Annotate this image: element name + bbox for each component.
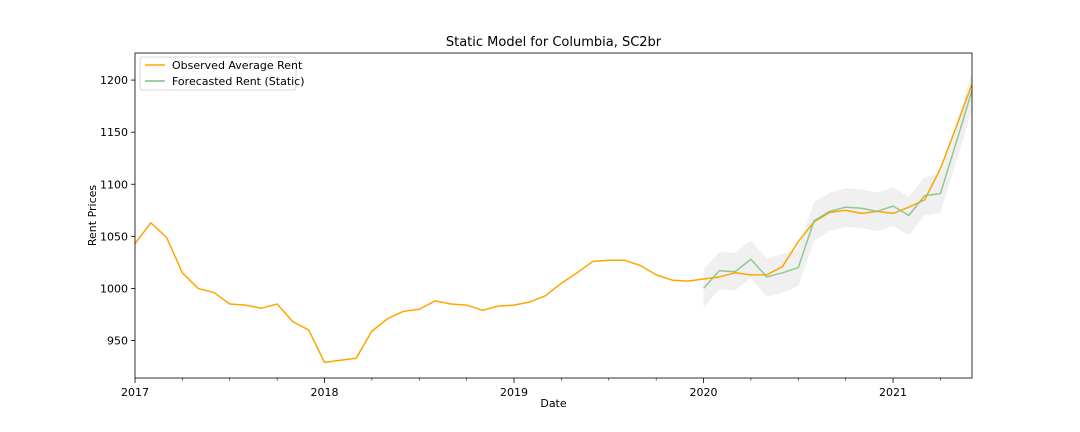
plot-area bbox=[134, 71, 973, 364]
y-axis: 950 1000 1050 1100 1150 1200 bbox=[100, 74, 135, 348]
x-axis-label: Date bbox=[540, 397, 567, 410]
x-tick-label: 2020 bbox=[690, 386, 718, 399]
y-tick-label: 950 bbox=[107, 335, 128, 348]
observed-rent-line bbox=[134, 83, 973, 364]
y-axis-label: Rent Prices bbox=[86, 185, 99, 247]
x-tick-label: 2019 bbox=[500, 386, 528, 399]
chart-title: Static Model for Columbia, SC2br bbox=[446, 35, 662, 50]
legend-box bbox=[139, 56, 297, 91]
forecast-confidence-band bbox=[703, 71, 972, 308]
x-tick-label: 2017 bbox=[121, 386, 149, 399]
y-tick-label: 1000 bbox=[100, 282, 128, 295]
y-tick-label: 1050 bbox=[100, 230, 128, 243]
legend-label-observed: Observed Average Rent bbox=[172, 59, 303, 72]
plot-frame bbox=[134, 52, 973, 379]
x-tick-label: 2018 bbox=[311, 386, 339, 399]
y-tick-label: 1200 bbox=[100, 74, 128, 87]
legend: Observed Average Rent Forecasted Rent (S… bbox=[139, 56, 305, 91]
y-tick-label: 1100 bbox=[100, 178, 128, 191]
y-tick-label: 1150 bbox=[100, 126, 128, 139]
forecast-rent-line bbox=[702, 90, 973, 289]
legend-label-forecast: Forecasted Rent (Static) bbox=[172, 75, 305, 88]
x-tick-label: 2021 bbox=[879, 386, 907, 399]
x-axis: 2017 2018 2019 2020 2021 bbox=[121, 378, 941, 399]
